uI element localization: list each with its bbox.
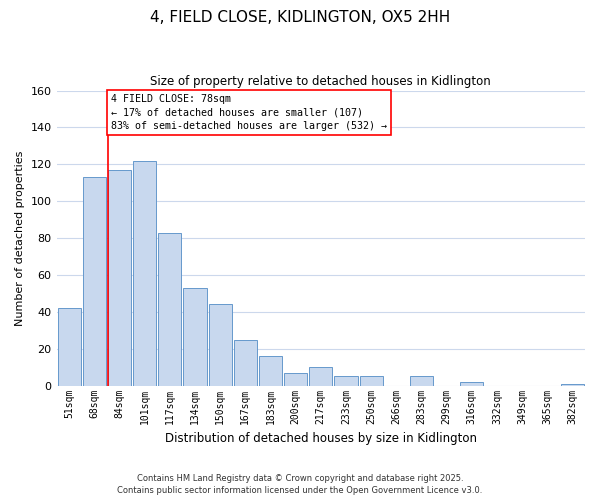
Text: 4, FIELD CLOSE, KIDLINGTON, OX5 2HH: 4, FIELD CLOSE, KIDLINGTON, OX5 2HH [150,10,450,25]
Y-axis label: Number of detached properties: Number of detached properties [15,150,25,326]
Bar [284,372,307,386]
Bar [359,376,383,386]
Bar [158,232,181,386]
Bar [108,170,131,386]
Bar [259,356,282,386]
Bar [133,160,156,386]
Bar [460,382,484,386]
Bar [309,367,332,386]
Bar [209,304,232,386]
Title: Size of property relative to detached houses in Kidlington: Size of property relative to detached ho… [151,75,491,88]
X-axis label: Distribution of detached houses by size in Kidlington: Distribution of detached houses by size … [165,432,477,445]
Bar [410,376,433,386]
Bar [234,340,257,386]
Text: 4 FIELD CLOSE: 78sqm
← 17% of detached houses are smaller (107)
83% of semi-deta: 4 FIELD CLOSE: 78sqm ← 17% of detached h… [110,94,386,130]
Text: Contains HM Land Registry data © Crown copyright and database right 2025.
Contai: Contains HM Land Registry data © Crown c… [118,474,482,495]
Bar [58,308,80,386]
Bar [561,384,584,386]
Bar [334,376,358,386]
Bar [83,177,106,386]
Bar [184,288,206,386]
